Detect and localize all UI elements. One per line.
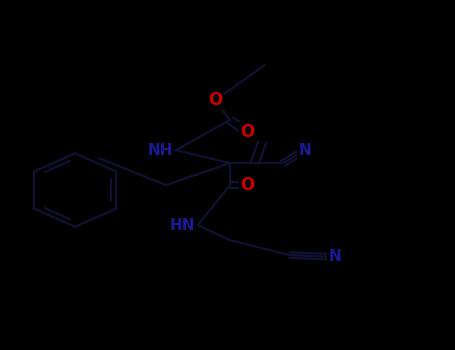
Text: O: O — [240, 176, 254, 194]
Text: O: O — [208, 91, 222, 109]
Text: NH: NH — [147, 143, 173, 158]
Text: N: N — [298, 143, 311, 158]
Text: N: N — [329, 250, 341, 264]
Text: O: O — [240, 123, 254, 141]
Text: HN: HN — [169, 218, 195, 232]
